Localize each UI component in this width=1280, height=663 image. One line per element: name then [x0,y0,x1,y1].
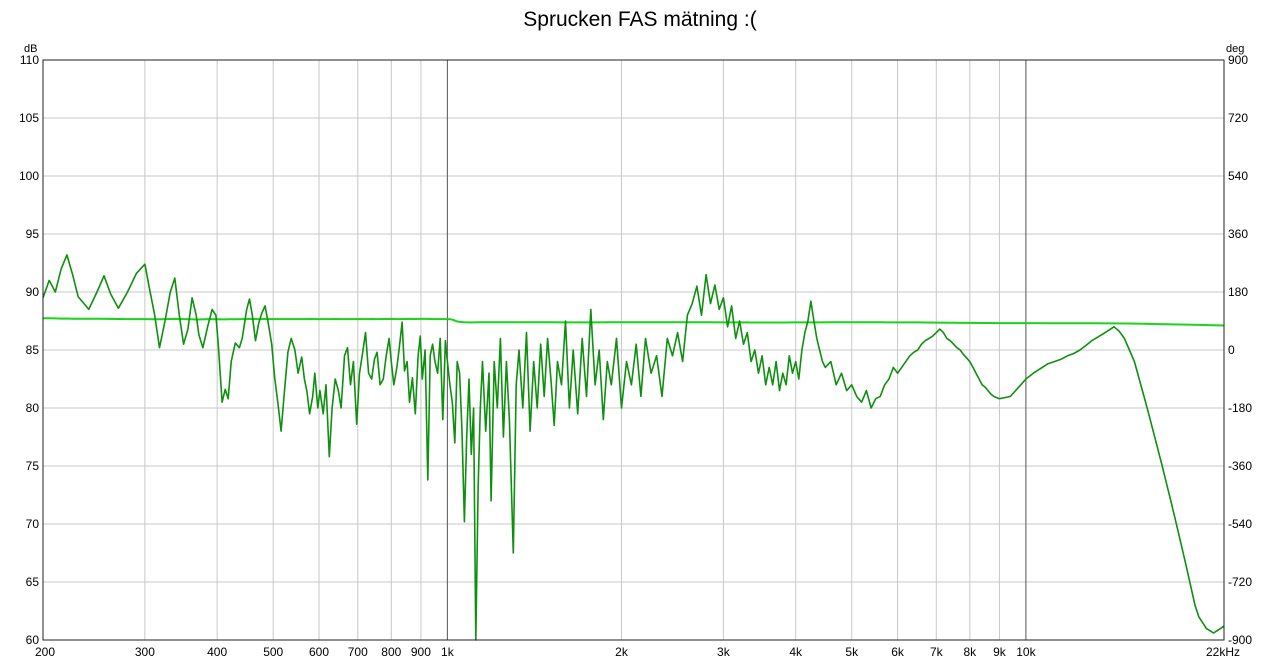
y-right-tick-label: -900 [1228,633,1252,647]
chart-title: Sprucken FAS mätning :( [523,8,757,31]
x-tick-label: 200 [35,645,55,659]
y-right-tick-label: 900 [1228,53,1248,67]
y-right-tick-label: 180 [1228,285,1248,299]
y-left-tick-label: 100 [19,169,39,183]
y-right-tick-label: 0 [1228,343,1235,357]
y-left-tick-label: 70 [26,517,40,531]
x-tick-label: 10k [1016,645,1036,659]
y-right-tick-label: -180 [1228,401,1252,415]
x-tick-label: 3k [717,645,731,659]
x-tick-label: 900 [411,645,431,659]
y-right-tick-labels: -900 -720 -540 -360 -180 0 180 360 540 720 900 [1228,53,1252,647]
y-right-tick-label: 540 [1228,169,1248,183]
y-right-tick-label: 360 [1228,227,1248,241]
x-tick-label: 700 [348,645,368,659]
data-series [42,254,1225,641]
y-left-tick-label: 85 [26,343,40,357]
y-left-tick-label: 75 [26,459,40,473]
x-tick-label: 2k [615,645,629,659]
y-right-tick-label: -720 [1228,575,1252,589]
y-right-tick-label: -540 [1228,517,1252,531]
magnitude-series-line [42,254,1225,641]
y-right-tick-label: 720 [1228,111,1248,125]
x-tick-label: 600 [309,645,329,659]
x-tick-label: 300 [135,645,155,659]
x-tick-label: 6k [891,645,905,659]
y-left-tick-label: 110 [20,53,39,67]
y-right-unit-label: deg [1226,43,1244,55]
x-tick-label: 400 [207,645,227,659]
y-left-tick-label: 80 [26,401,40,415]
x-tick-label: 800 [381,645,401,659]
x-tick-label: 7k [930,645,944,659]
y-left-tick-label: 90 [26,285,40,299]
x-tick-label: 9k [993,645,1007,659]
x-tick-label: 22kHz [1206,645,1240,659]
y-left-unit-label: dB [24,43,37,55]
x-tick-label: 1k [441,645,455,659]
y-left-tick-labels: 60 65 70 75 80 85 90 95 100 105 110 [19,53,39,647]
y-left-tick-label: 60 [26,633,40,647]
y-left-tick-label: 95 [26,227,40,241]
plot-border [42,59,1225,641]
x-tick-labels: 200 300 400 500 600 700 800 900 1k 2k 3k 4k 5k 6k 7k 8k… [35,645,1240,659]
x-tick-label: 5k [845,645,859,659]
x-tick-label: 8k [963,645,977,659]
y-left-tick-label: 65 [26,575,40,589]
y-left-tick-label: 105 [19,111,39,125]
x-tick-label: 4k [789,645,803,659]
y-right-tick-label: -360 [1228,459,1252,473]
x-tick-label: 500 [263,645,283,659]
